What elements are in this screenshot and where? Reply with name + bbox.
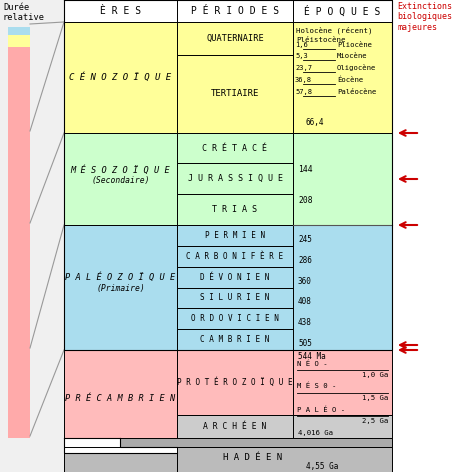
- Text: 57,8: 57,8: [295, 89, 312, 95]
- Bar: [8, 35, 30, 47]
- Text: 286: 286: [298, 256, 312, 265]
- Text: 66,4: 66,4: [305, 118, 324, 127]
- Text: 144: 144: [298, 165, 313, 174]
- Text: N É O -: N É O -: [297, 360, 328, 366]
- Text: 1,0 Ga: 1,0 Ga: [362, 372, 388, 378]
- Text: H A D É E N: H A D É E N: [222, 453, 282, 462]
- Text: 2,5 Ga: 2,5 Ga: [362, 418, 388, 424]
- Text: 4,016 Ga: 4,016 Ga: [298, 430, 333, 436]
- Bar: [8, 27, 30, 35]
- Text: M É S O Z O Ï Q U E: M É S O Z O Ï Q U E: [71, 165, 170, 175]
- Text: QUATERNAIRE: QUATERNAIRE: [206, 34, 264, 43]
- Text: 1,5 Ga: 1,5 Ga: [362, 395, 388, 401]
- Bar: [177, 246, 293, 267]
- Bar: [177, 163, 293, 194]
- Bar: [293, 350, 392, 415]
- Text: C A R B O N I F È R E: C A R B O N I F È R E: [187, 252, 283, 261]
- Bar: [177, 194, 293, 225]
- Text: 4,55 Ga: 4,55 Ga: [306, 462, 339, 471]
- Bar: [177, 329, 293, 350]
- Bar: [177, 415, 293, 438]
- Bar: [293, 415, 392, 438]
- Text: 544 Ma: 544 Ma: [298, 352, 326, 361]
- Text: T R I A S: T R I A S: [212, 205, 258, 214]
- Text: 5,3: 5,3: [295, 53, 308, 59]
- Text: C É N O Z O Ï Q U E: C É N O Z O Ï Q U E: [70, 73, 172, 82]
- Text: M É S 0 -: M É S 0 -: [297, 383, 336, 389]
- Text: Paléocène: Paléocène: [337, 89, 376, 95]
- Bar: [177, 0, 293, 22]
- Text: 23,7: 23,7: [295, 65, 312, 71]
- Text: 505: 505: [298, 339, 312, 348]
- Text: Extinctions
biologiques
majeures: Extinctions biologiques majeures: [397, 2, 452, 32]
- Bar: [64, 22, 177, 133]
- Text: 245: 245: [298, 235, 312, 244]
- Bar: [64, 453, 177, 472]
- Bar: [177, 22, 293, 55]
- Bar: [177, 308, 293, 329]
- Text: P A L É O -: P A L É O -: [297, 406, 345, 413]
- Bar: [177, 225, 293, 246]
- Text: S I L U R I E N: S I L U R I E N: [200, 294, 270, 303]
- Text: P A L É O Z O Ï Q U E: P A L É O Z O Ï Q U E: [66, 273, 176, 282]
- Text: Oligocène: Oligocène: [337, 64, 376, 71]
- Bar: [64, 438, 392, 447]
- Bar: [0, 0, 64, 472]
- Text: TERTIAIRE: TERTIAIRE: [211, 90, 259, 99]
- Bar: [8, 27, 30, 438]
- Text: J U R A S S I Q U E: J U R A S S I Q U E: [187, 174, 283, 183]
- Bar: [293, 0, 392, 22]
- Text: D É V O N I E N: D É V O N I E N: [200, 273, 270, 282]
- Bar: [293, 22, 392, 133]
- Bar: [64, 438, 120, 447]
- Text: P É R I O D E S: P É R I O D E S: [191, 6, 279, 16]
- Text: O R D O V I C I E N: O R D O V I C I E N: [191, 314, 279, 323]
- Bar: [64, 350, 177, 438]
- Text: Pliocène: Pliocène: [337, 42, 372, 48]
- Bar: [177, 267, 293, 287]
- Text: P R O T É R O Z O Ï Q U E: P R O T É R O Z O Ï Q U E: [177, 378, 293, 387]
- Bar: [64, 0, 177, 22]
- Bar: [64, 133, 177, 225]
- Text: 360: 360: [298, 277, 312, 286]
- Text: 1,6: 1,6: [295, 42, 308, 48]
- Bar: [177, 55, 293, 133]
- Bar: [177, 287, 293, 308]
- Bar: [177, 447, 392, 472]
- Text: Éocène: Éocène: [337, 76, 363, 83]
- Text: P E R M I E N: P E R M I E N: [205, 231, 265, 240]
- Text: A R C H É E N: A R C H É E N: [203, 422, 267, 431]
- Text: 208: 208: [298, 196, 313, 205]
- Bar: [177, 133, 293, 163]
- Text: 408: 408: [298, 297, 312, 306]
- Text: É P O Q U E S: É P O Q U E S: [304, 5, 381, 17]
- Bar: [293, 133, 392, 225]
- Text: Holocène (récent): Holocène (récent): [296, 27, 373, 34]
- Text: 438: 438: [298, 318, 312, 327]
- Bar: [293, 225, 392, 350]
- Text: (Secondaire): (Secondaire): [91, 177, 150, 185]
- Text: Miocène: Miocène: [337, 53, 368, 59]
- Bar: [177, 350, 293, 415]
- Text: C R É T A C É: C R É T A C É: [202, 143, 268, 152]
- Text: 36,8: 36,8: [295, 77, 312, 83]
- Text: P R É C A M B R I E N: P R É C A M B R I E N: [66, 394, 176, 403]
- Text: Durée
relative: Durée relative: [3, 3, 45, 22]
- Text: (Primaire): (Primaire): [96, 284, 145, 293]
- Text: C A M B R I E N: C A M B R I E N: [200, 335, 270, 344]
- Bar: [64, 225, 177, 350]
- Text: È R E S: È R E S: [100, 6, 141, 16]
- Text: Pléistocène: Pléistocène: [296, 37, 345, 43]
